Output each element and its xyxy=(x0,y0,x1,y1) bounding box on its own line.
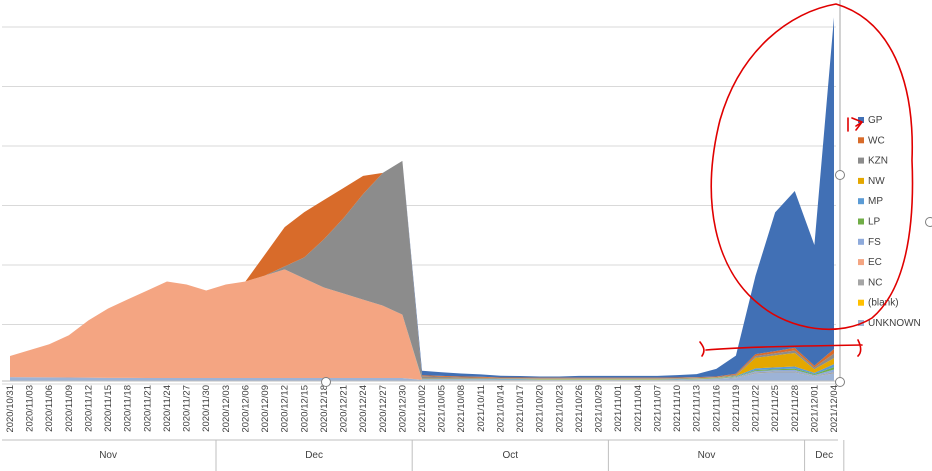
x-tick-label: 2020/11/21 xyxy=(142,385,153,432)
x-tick-label: 2020/12/03 xyxy=(221,385,232,433)
hand-drawn-annotations xyxy=(699,3,914,357)
x-tick-label: 2021/10/29 xyxy=(594,385,605,433)
month-label: Nov xyxy=(698,450,716,461)
x-tick-label: 2020/11/03 xyxy=(25,385,36,432)
x-tick-label: 2021/12/04 xyxy=(829,385,840,433)
legend-label: UNKNOWN xyxy=(868,318,921,329)
resize-handle[interactable] xyxy=(321,377,331,387)
annotation-ellipse xyxy=(710,3,914,331)
x-tick-label: 2021/11/04 xyxy=(633,385,644,432)
area-gp xyxy=(10,17,834,378)
legend: GP WC KZN NW MP LP FS EC NC (blank) UNKNOWN xyxy=(858,115,921,329)
x-tick-label: 2021/10/14 xyxy=(495,385,506,433)
month-label: Oct xyxy=(503,450,519,461)
x-tick-label: 2020/12/27 xyxy=(378,385,389,433)
legend-label: (blank) xyxy=(868,298,899,309)
selection-handles[interactable] xyxy=(321,0,932,387)
x-tick-label: 2020/12/06 xyxy=(240,385,251,433)
x-tick-label: 2021/11/25 xyxy=(770,385,781,432)
legend-label: FS xyxy=(868,237,881,248)
x-tick-label: 2020/11/30 xyxy=(201,385,212,432)
x-tick-label: 2021/10/08 xyxy=(456,385,467,433)
month-label: Dec xyxy=(305,450,323,461)
legend-label: GP xyxy=(868,115,883,126)
legend-label: LP xyxy=(868,217,881,228)
legend-swatch xyxy=(858,218,864,225)
x-tick-label: 2021/11/28 xyxy=(790,385,801,432)
x-tick-label: 2021/11/01 xyxy=(613,385,624,432)
x-tick-label: 2020/12/24 xyxy=(358,385,369,433)
month-axis: Nov Dec Oct Nov Dec xyxy=(2,439,845,471)
legend-label: EC xyxy=(868,257,882,268)
legend-swatch xyxy=(858,299,864,306)
legend-swatch xyxy=(858,259,864,266)
x-tick-label: 2020/12/30 xyxy=(397,385,408,433)
x-tick-label: 2021/10/23 xyxy=(554,385,565,433)
month-label: Dec xyxy=(815,450,833,461)
month-label: Nov xyxy=(99,450,117,461)
annotation-bracket xyxy=(699,339,863,357)
legend-swatch xyxy=(858,279,864,286)
legend-label: NW xyxy=(868,176,885,187)
legend-swatch xyxy=(858,157,864,164)
x-tick-label: 2021/11/10 xyxy=(672,385,683,432)
legend-swatch xyxy=(858,238,864,245)
x-tick-label: 2021/10/17 xyxy=(515,385,526,433)
x-tick-label: 2020/11/27 xyxy=(182,385,193,432)
legend-swatch xyxy=(858,117,864,123)
resize-handle[interactable] xyxy=(835,170,845,180)
x-tick-label: 2020/12/21 xyxy=(339,385,350,433)
x-tick-label: 2021/11/19 xyxy=(731,385,742,432)
x-tick-label: 2020/11/15 xyxy=(103,385,114,432)
x-tick-label: 2020/11/18 xyxy=(123,385,134,432)
x-tick-label: 2021/11/16 xyxy=(711,385,722,432)
area-series-group xyxy=(10,17,834,381)
x-tick-label: 2020/11/09 xyxy=(64,385,75,432)
x-tick-label: 2020/12/18 xyxy=(319,385,330,433)
legend-label: MP xyxy=(868,196,883,207)
x-tick-label: 2021/10/05 xyxy=(437,385,448,433)
x-tick-label: 2021/11/22 xyxy=(751,385,762,432)
legend-label: WC xyxy=(868,135,885,146)
legend-label: KZN xyxy=(868,156,888,167)
x-tick-label: 2021/11/07 xyxy=(652,385,663,432)
resize-handle[interactable] xyxy=(925,217,932,227)
x-tick-label: 2020/11/24 xyxy=(162,385,173,432)
area-nw xyxy=(10,269,834,380)
x-tick-label: 2020/12/15 xyxy=(299,385,310,433)
x-tick-label: 2020/12/12 xyxy=(280,385,291,433)
x-tick-label: 2021/12/01 xyxy=(809,385,820,433)
legend-swatch xyxy=(858,137,864,144)
x-tick-label: 2021/10/11 xyxy=(476,385,487,432)
area-ec xyxy=(10,269,834,381)
area-unknown xyxy=(10,372,834,381)
resize-handle[interactable] xyxy=(835,377,845,387)
legend-swatch xyxy=(858,177,864,184)
x-tick-label: 2021/11/13 xyxy=(692,385,703,432)
x-tick-label: 2021/10/02 xyxy=(417,385,428,433)
x-tick-label: 2020/11/06 xyxy=(44,385,55,432)
legend-label: NC xyxy=(868,277,882,288)
x-tick-label: 2020/11/12 xyxy=(83,385,94,432)
x-tick-label: 2020/10/31 xyxy=(5,385,16,433)
annotation-arrow xyxy=(847,117,863,132)
x-axis: 2020/10/31 2020/11/03 2020/11/06 2020/11/09… xyxy=(2,380,840,433)
x-tick-label: 2021/10/26 xyxy=(574,385,585,433)
x-tick-label: 2020/12/09 xyxy=(260,385,271,433)
legend-swatch xyxy=(858,198,864,205)
x-tick-label: 2021/10/20 xyxy=(535,385,546,433)
